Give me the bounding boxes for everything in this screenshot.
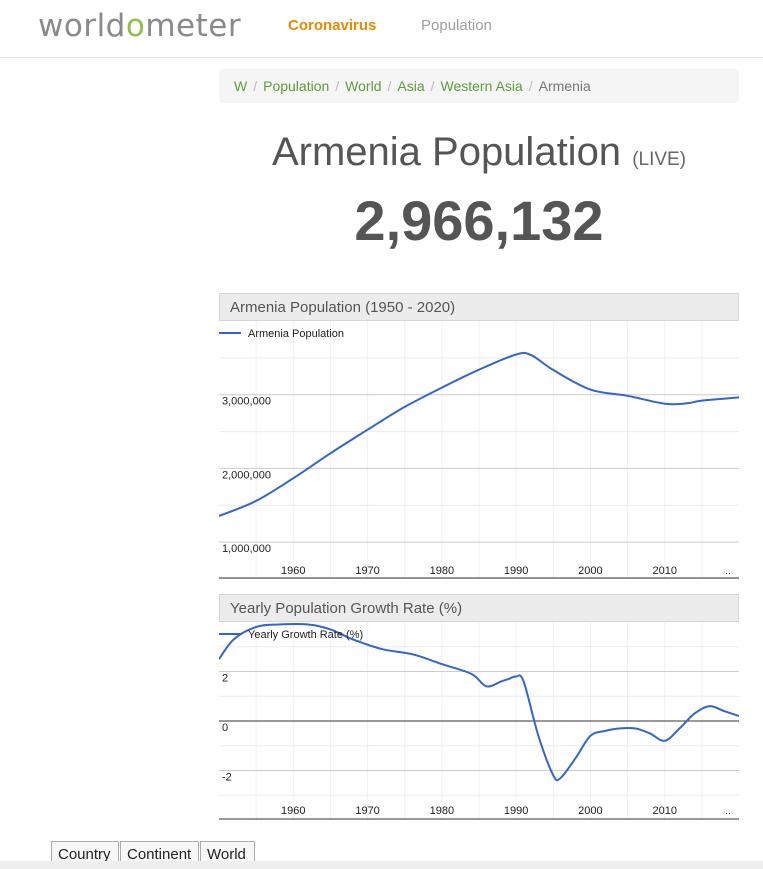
growth-rate-chart: Yearly Population Growth Rate (%) -2 0 2 19… [218,594,740,825]
y-tick-label: 1,000,000 [222,543,271,555]
logo-text-right: meter [145,8,242,44]
x-tick-label: 1970 [355,805,379,817]
x-tick-label: 2010 [652,805,676,817]
page-title-text: Armenia Population [271,130,622,174]
series-line [218,622,740,782]
legend-label: Yearly Growth Rate (%) [248,629,363,641]
nav-coronavirus-link[interactable]: Coronavirus [288,17,377,34]
x-tick-label: 2000 [578,805,602,817]
chart-header: Yearly Population Growth Rate (%) [219,594,739,622]
footer-strip [0,861,763,869]
population-chart: Armenia Population (1950 - 2020) 1,000,0… [218,293,740,584]
top-navigation-bar: worldometer Coronavirus Population [0,0,763,58]
y-tick-label: -2 [222,772,232,784]
logo-text-o: o [125,8,146,44]
y-tick-label: 2 [222,673,228,685]
x-tick-label: 1960 [281,565,305,577]
population-counter: 2,966,132 [354,189,604,252]
breadcrumb-separator: / [253,78,258,94]
x-tick-label: .. [725,805,731,817]
breadcrumb: W / Population / World / Asia / Western Asia / Arm… [219,69,739,103]
breadcrumb-separator: / [528,78,533,94]
chart-title: Armenia Population (1950 - 2020) [230,299,456,316]
x-tick-label: 1960 [281,805,305,817]
x-tick-label: 2000 [578,565,602,577]
x-tick-label: 1970 [355,565,379,577]
x-tick-label: .. [725,565,731,577]
x-tick-label: 1990 [504,805,528,817]
breadcrumb-item-asia[interactable]: Asia [397,78,425,94]
growth-rate-chart-svg: -2 0 2 1960 1970 1980 1990 2000 2010 .. Yearly Gro… [218,622,740,820]
legend-label: Armenia Population [248,328,344,340]
x-tick-label: 1990 [504,565,528,577]
breadcrumb-separator: / [387,78,392,94]
live-indicator: (LIVE) [632,149,687,170]
page-title: Armenia Population (LIVE) [219,130,739,175]
population-chart-svg: 1,000,000 2,000,000 3,000,000 1960 1970 1980 1… [218,321,740,580]
worldometer-logo[interactable]: worldometer [38,8,241,44]
y-tick-label: 0 [222,722,228,734]
breadcrumb-item-population[interactable]: Population [263,78,330,94]
breadcrumb-separator: / [335,78,340,94]
x-tick-label: 1980 [430,805,454,817]
chart-header: Armenia Population (1950 - 2020) [219,293,739,321]
series-line [218,351,740,517]
nav-population-link[interactable]: Population [421,17,492,34]
breadcrumb-item-w[interactable]: W [234,78,248,94]
x-tick-label: 1980 [430,565,454,577]
y-tick-label: 2,000,000 [222,469,271,481]
chart-grid [219,622,739,820]
chart-title: Yearly Population Growth Rate (%) [230,600,463,617]
breadcrumb-separator: / [430,78,435,94]
x-tick-label: 2010 [652,565,676,577]
chart-grid [219,321,739,580]
breadcrumb-item-western-asia[interactable]: Western Asia [440,78,523,94]
y-tick-label: 3,000,000 [222,396,271,408]
logo-text-left: world [38,8,126,44]
breadcrumb-current: Armenia [538,78,591,94]
breadcrumb-item-world[interactable]: World [345,78,382,94]
